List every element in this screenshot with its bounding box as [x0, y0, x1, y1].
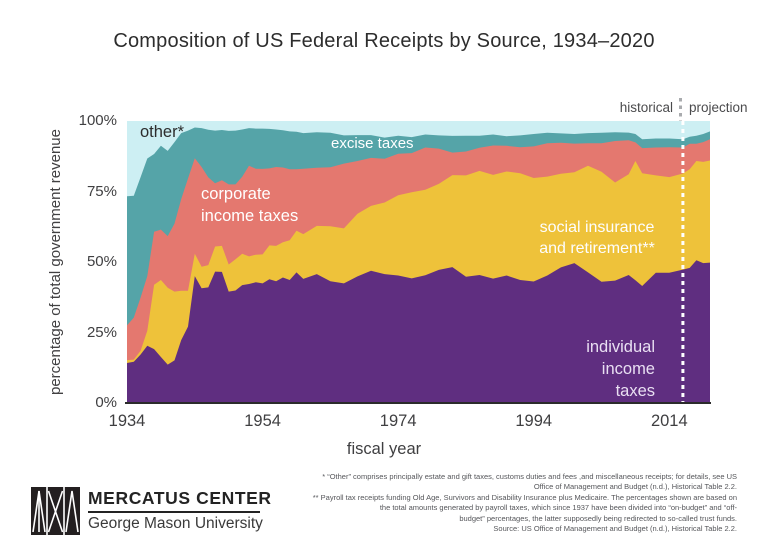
area-label-social-insurance: social insurance and retirement**	[539, 219, 655, 257]
footnote-line: the total amounts generated by payroll t…	[379, 503, 737, 513]
logo-george-mason: George Mason University	[88, 515, 263, 532]
x-axis-title: fiscal year	[346, 440, 422, 458]
chart-title: Composition of US Federal Receipts by So…	[113, 30, 655, 52]
x-tick-label: 2014	[650, 412, 688, 430]
y-tick-label: 75%	[86, 182, 117, 200]
footnote-line: Office of Management and Budget (n.d.), …	[533, 482, 737, 492]
y-tick-label: 25%	[86, 323, 117, 341]
projection-annotation: projection	[689, 100, 748, 115]
logo-divider	[88, 511, 260, 513]
area-label-individual-income-taxes: individual income taxes	[586, 338, 655, 400]
y-tick-label: 100%	[78, 112, 117, 129]
footnote-line: Source: US Office of Management and Budg…	[493, 524, 737, 534]
x-axis-line	[125, 402, 711, 404]
footnotes: * “Other” comprises principally estate a…	[267, 472, 737, 534]
x-tick-label: 1934	[108, 412, 146, 430]
area-label-corporate-income-taxes: corporate income taxes	[201, 185, 299, 225]
y-tick-label: 50%	[86, 253, 117, 270]
stacked-area-chart	[127, 121, 710, 403]
y-tick-label: 0%	[95, 394, 117, 411]
area-label-excise-taxes: excise taxes	[331, 135, 414, 152]
mercatus-logo-icon	[31, 487, 80, 535]
x-tick-label: 1954	[244, 412, 281, 430]
historical-annotation: historical	[619, 100, 673, 115]
individual-income-taxes-area	[127, 260, 710, 403]
mercatus-logo-text: MERCATUS CENTER George Mason University	[88, 488, 272, 533]
x-tick-label: 1974	[379, 412, 417, 430]
footnote-line: * “Other” comprises principally estate a…	[322, 472, 737, 481]
projection-divider-dotted-line	[679, 98, 682, 121]
x-tick-label: 1994	[515, 412, 553, 430]
logo-mercatus-center: MERCATUS CENTER	[88, 488, 272, 508]
footnote-line: ** Payroll tax receipts funding Old Age,…	[312, 492, 737, 502]
footnote-line: budget” percentages, the latter supposed…	[459, 513, 737, 523]
area-label-other: other*	[140, 123, 185, 141]
